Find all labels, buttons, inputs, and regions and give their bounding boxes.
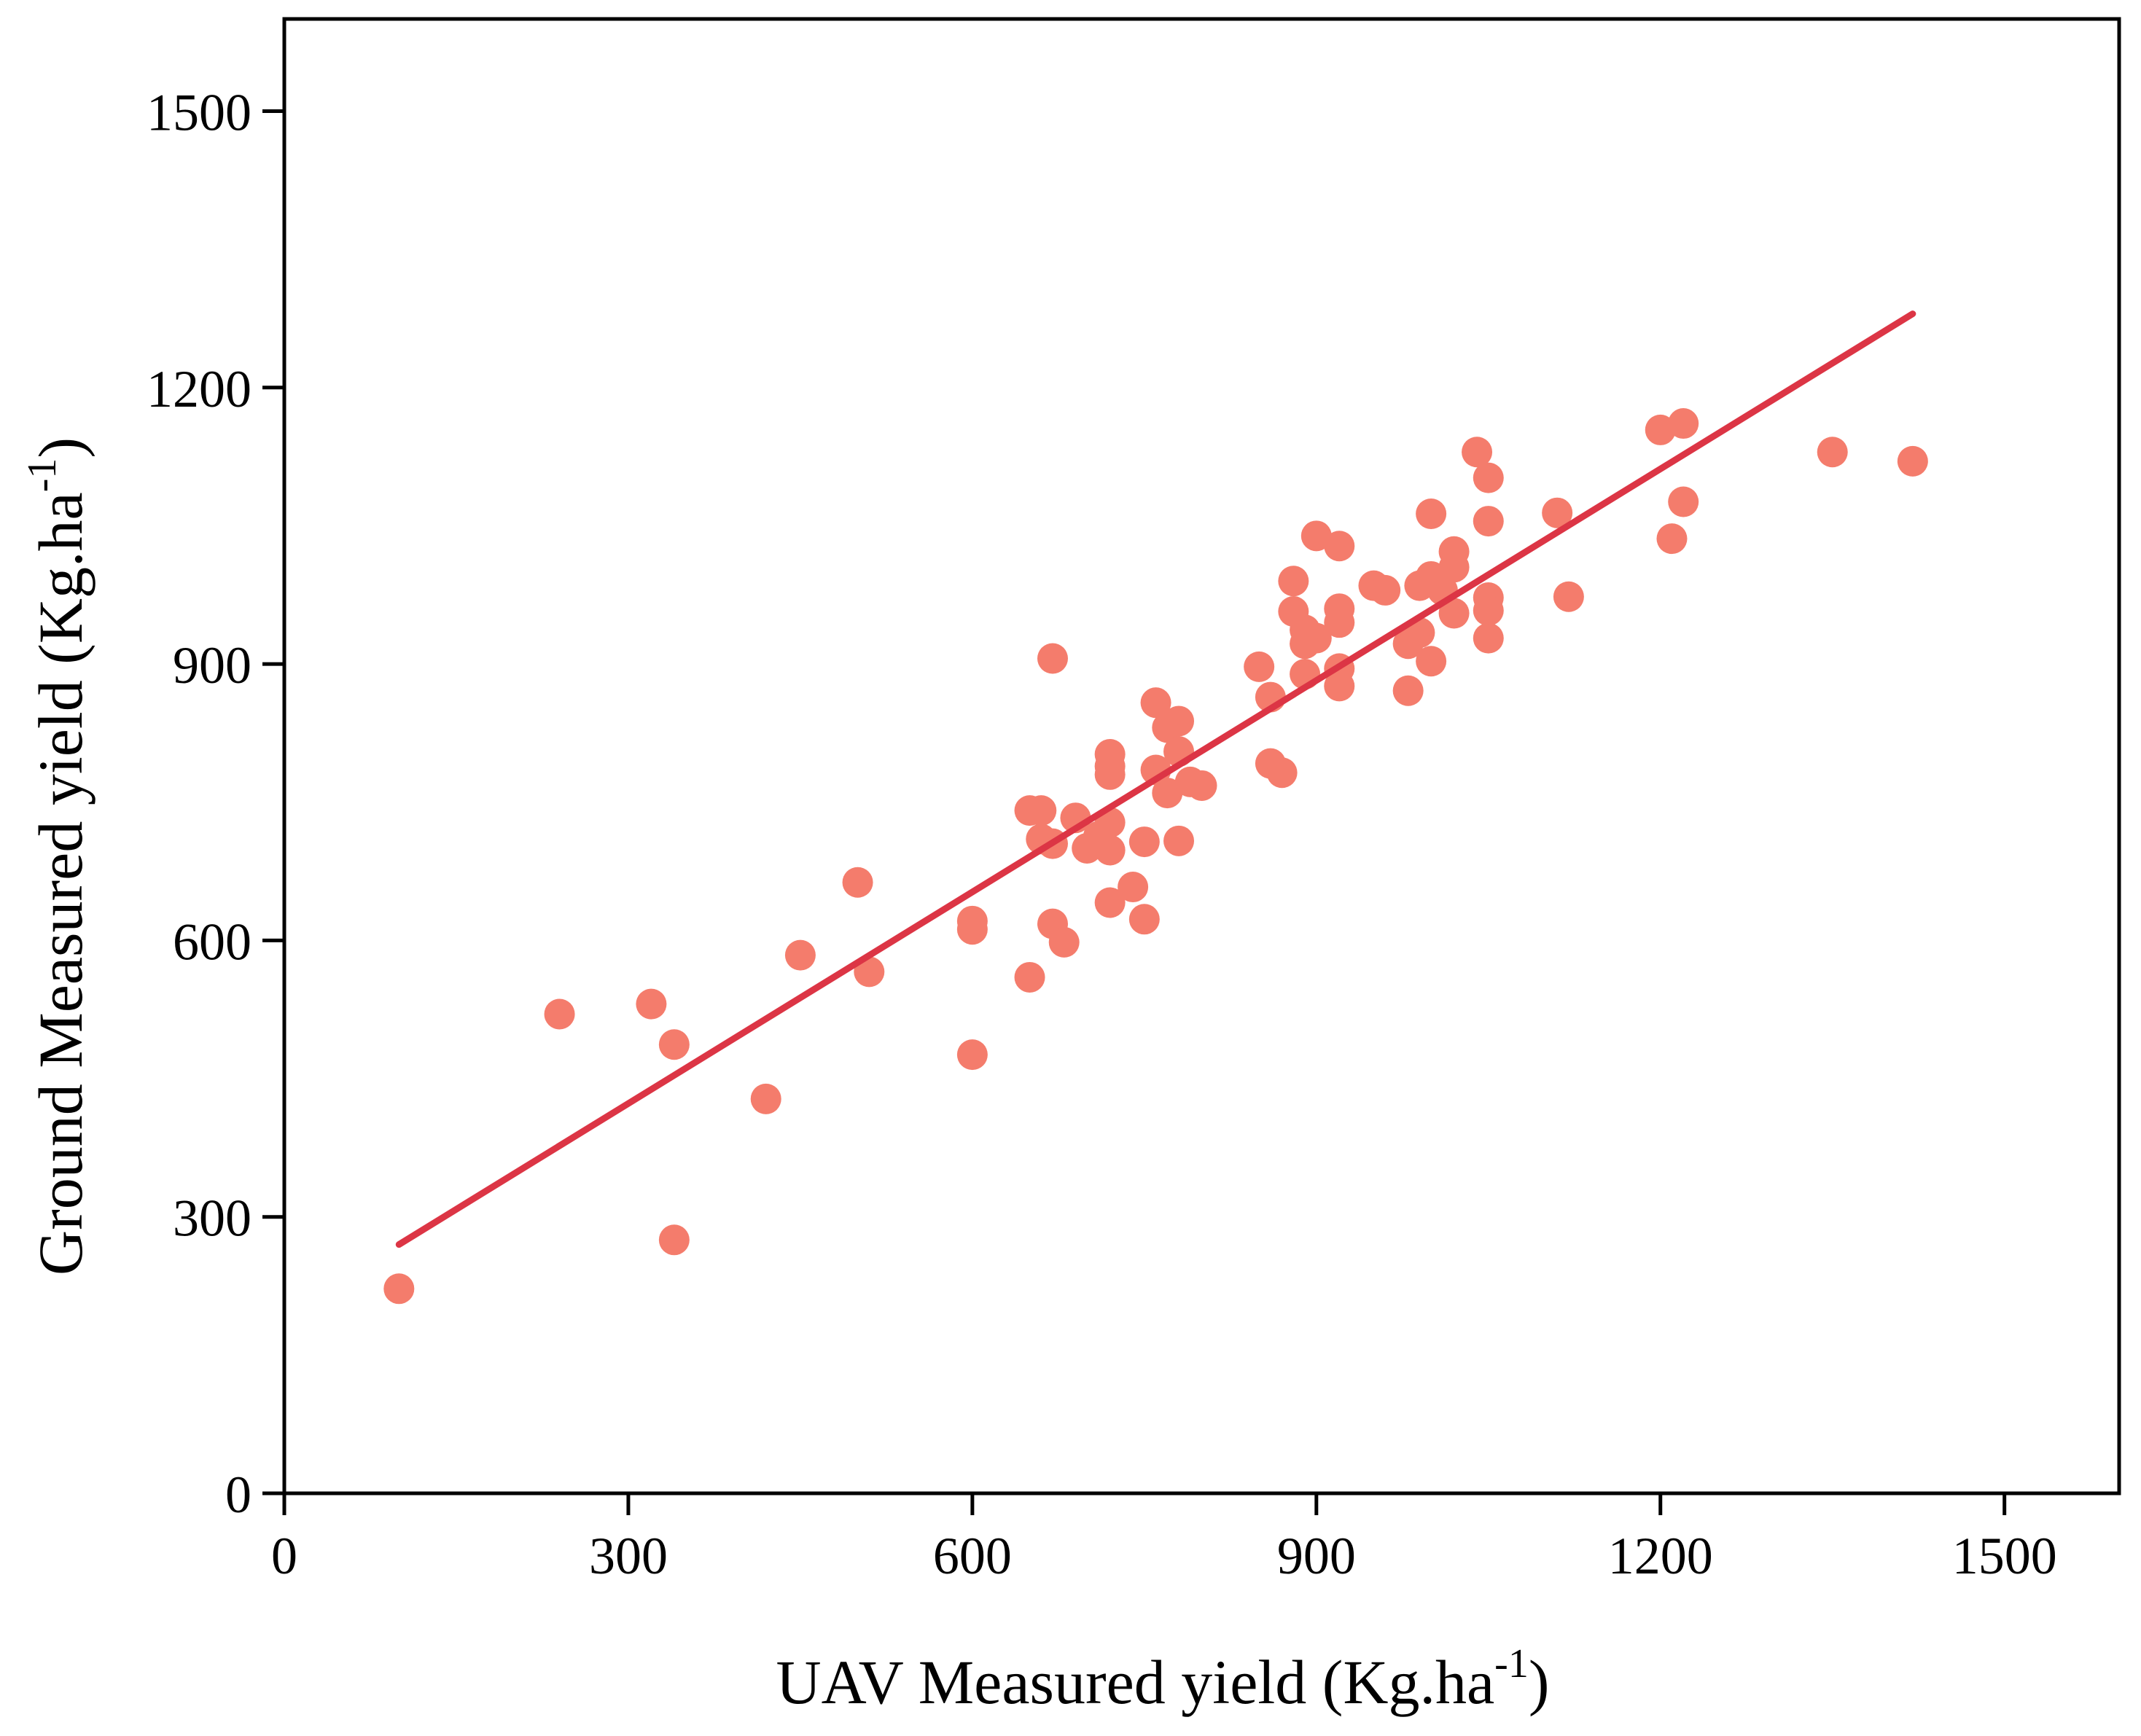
points-layer — [383, 408, 1928, 1305]
data-point — [383, 1273, 415, 1305]
data-point — [1473, 622, 1504, 654]
y-tick-label: 300 — [173, 1189, 251, 1248]
data-point — [1266, 757, 1298, 789]
y-axis-title-superscript: -1 — [20, 458, 65, 493]
data-point — [1897, 445, 1928, 477]
data-point — [658, 1029, 690, 1060]
data-point — [1244, 651, 1275, 682]
x-tick-label: 900 — [1277, 1527, 1356, 1585]
x-axis-title: UAV Measured yield (Kg.ha-1) — [776, 1641, 1550, 1717]
data-point — [1324, 607, 1355, 638]
y-tick-label: 0 — [225, 1466, 251, 1524]
data-point — [1163, 705, 1195, 737]
data-point — [1048, 926, 1080, 958]
data-point — [1656, 523, 1688, 555]
y-tick-label: 600 — [173, 912, 251, 971]
y-axis-title-end: ) — [26, 437, 95, 458]
data-point — [1094, 834, 1126, 866]
data-point — [1152, 778, 1183, 809]
data-point — [842, 867, 873, 898]
data-point — [1542, 497, 1573, 528]
data-point — [658, 1224, 690, 1256]
data-point — [1140, 687, 1171, 719]
data-point — [750, 1083, 781, 1114]
fit-line-layer — [395, 310, 1916, 1248]
x-tick-label: 600 — [933, 1527, 1012, 1585]
data-point — [1645, 414, 1676, 445]
x-axis-title-end: ) — [1529, 1647, 1550, 1717]
data-point — [854, 956, 885, 988]
data-point — [1668, 486, 1699, 517]
plot-frame — [282, 17, 2121, 1495]
x-tick-label: 1200 — [1608, 1527, 1713, 1585]
data-point — [1473, 506, 1504, 537]
data-point — [1163, 825, 1195, 856]
data-point — [1370, 574, 1401, 606]
data-point — [636, 988, 667, 1020]
data-point — [1416, 498, 1447, 529]
y-axis-title-main: Ground Measured yield (Kg.ha — [26, 492, 95, 1275]
data-point — [1014, 961, 1045, 993]
x-axis-title-main: UAV Measured yield (Kg.ha — [776, 1647, 1495, 1717]
data-point — [1438, 598, 1470, 629]
data-point — [1118, 872, 1149, 903]
data-point — [544, 998, 575, 1030]
data-point — [1324, 670, 1355, 702]
data-point — [1300, 520, 1332, 552]
data-point — [1416, 646, 1447, 677]
data-point — [1037, 643, 1068, 674]
data-point — [1186, 770, 1217, 801]
x-axis-title-superscript: -1 — [1494, 1641, 1529, 1686]
y-tick-label: 900 — [173, 636, 251, 695]
x-axis-ticks: 0 300 600 900 1200 1500 — [271, 1493, 2057, 1585]
y-tick-label: 1200 — [147, 360, 251, 418]
data-point — [784, 939, 816, 971]
data-point — [1473, 462, 1504, 493]
data-point — [956, 1039, 988, 1071]
data-point — [1300, 622, 1332, 654]
x-tick-label: 300 — [589, 1527, 668, 1585]
x-tick-label: 0 — [271, 1527, 297, 1585]
data-point — [1026, 795, 1057, 826]
data-point — [1324, 531, 1355, 562]
data-point — [1094, 887, 1126, 918]
data-point — [1438, 552, 1470, 583]
regression-line — [395, 310, 1916, 1248]
data-point — [1392, 675, 1424, 706]
y-axis-title: Ground Measured yield (Kg.ha-1) — [20, 437, 95, 1275]
data-point — [1128, 904, 1160, 935]
data-point — [1278, 566, 1309, 597]
data-point — [1473, 595, 1504, 626]
data-point — [956, 905, 988, 937]
data-point — [1462, 437, 1493, 468]
data-point — [1668, 408, 1699, 439]
data-point — [1817, 437, 1848, 468]
data-point — [1553, 581, 1584, 612]
data-point — [1094, 738, 1126, 770]
data-point — [1128, 826, 1160, 858]
y-axis-ticks: 0 300 600 900 1200 1500 — [147, 83, 284, 1524]
y-tick-label: 1500 — [147, 83, 251, 141]
x-tick-label: 1500 — [1952, 1527, 2057, 1585]
